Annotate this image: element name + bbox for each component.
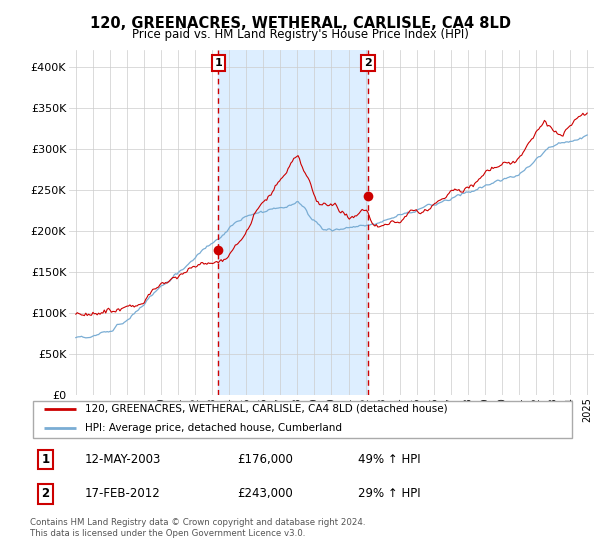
Text: 2: 2 — [364, 58, 371, 68]
Text: 1: 1 — [41, 453, 49, 466]
Text: Contains HM Land Registry data © Crown copyright and database right 2024.: Contains HM Land Registry data © Crown c… — [30, 518, 365, 527]
Text: 120, GREENACRES, WETHERAL, CARLISLE, CA4 8LD (detached house): 120, GREENACRES, WETHERAL, CARLISLE, CA4… — [85, 404, 447, 413]
Text: 12-MAY-2003: 12-MAY-2003 — [85, 453, 161, 466]
Text: 29% ↑ HPI: 29% ↑ HPI — [358, 487, 420, 500]
Text: 120, GREENACRES, WETHERAL, CARLISLE, CA4 8LD: 120, GREENACRES, WETHERAL, CARLISLE, CA4… — [89, 16, 511, 31]
Text: Price paid vs. HM Land Registry's House Price Index (HPI): Price paid vs. HM Land Registry's House … — [131, 28, 469, 41]
Text: HPI: Average price, detached house, Cumberland: HPI: Average price, detached house, Cumb… — [85, 423, 341, 433]
Text: £243,000: £243,000 — [238, 487, 293, 500]
Text: This data is licensed under the Open Government Licence v3.0.: This data is licensed under the Open Gov… — [30, 529, 305, 538]
Text: 49% ↑ HPI: 49% ↑ HPI — [358, 453, 420, 466]
Bar — [218, 50, 368, 395]
FancyBboxPatch shape — [33, 401, 572, 437]
Text: 1: 1 — [215, 58, 223, 68]
Text: £176,000: £176,000 — [238, 453, 293, 466]
Text: 17-FEB-2012: 17-FEB-2012 — [85, 487, 160, 500]
Text: 2: 2 — [41, 487, 49, 500]
